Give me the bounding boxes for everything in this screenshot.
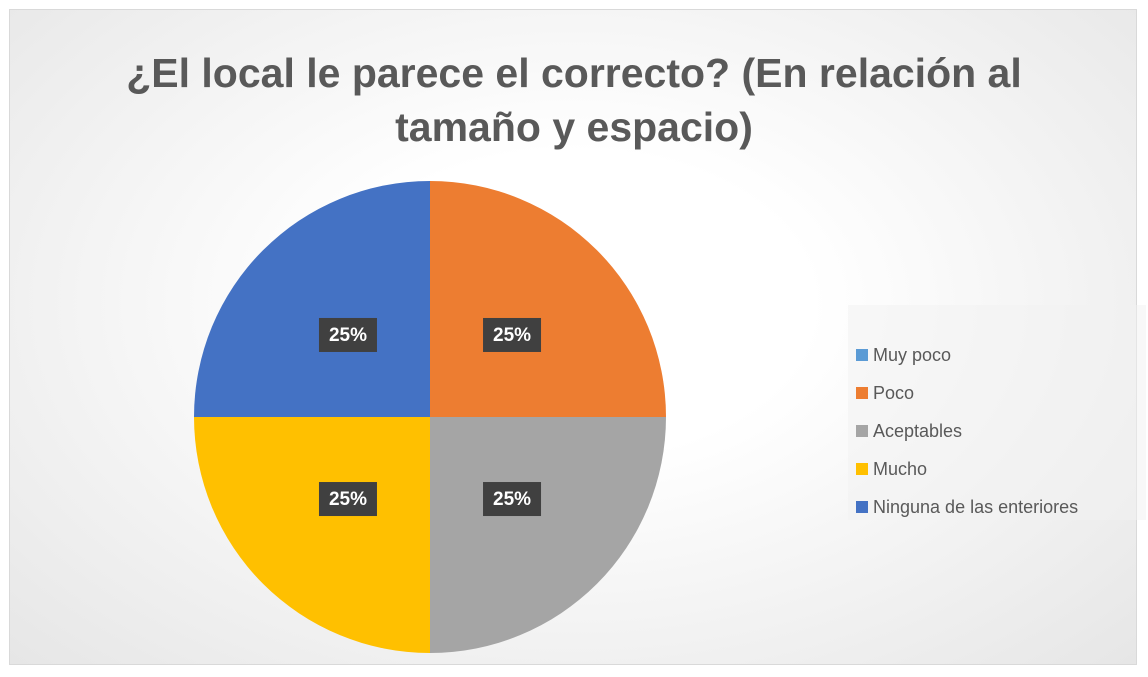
data-label-box [318,482,377,517]
data-label-box [483,482,542,517]
legend-swatch [856,349,868,361]
legend-label: Poco [873,383,914,403]
pie-slice [194,417,430,653]
legend-label: Aceptables [873,421,962,441]
legend-label: Muy poco [873,345,951,365]
data-label: 25% [493,489,531,510]
data-label-box [318,317,377,352]
legend-label: Ninguna de las enteriores [873,497,1078,517]
pie-slice [194,181,430,417]
data-label: 25% [493,325,531,346]
legend-swatch [856,463,868,475]
legend-swatch [856,387,868,399]
data-label-box [483,317,542,352]
legend-label: Mucho [873,459,927,479]
data-label: 25% [329,489,367,510]
chart-title: ¿El local le parece el correcto? (En rel… [126,50,1022,150]
legend-box [848,305,1146,520]
legend-swatch [856,425,868,437]
pie-slice [430,417,666,653]
pie-slice [430,181,666,417]
data-label: 25% [329,325,367,346]
legend-swatch [856,501,868,513]
